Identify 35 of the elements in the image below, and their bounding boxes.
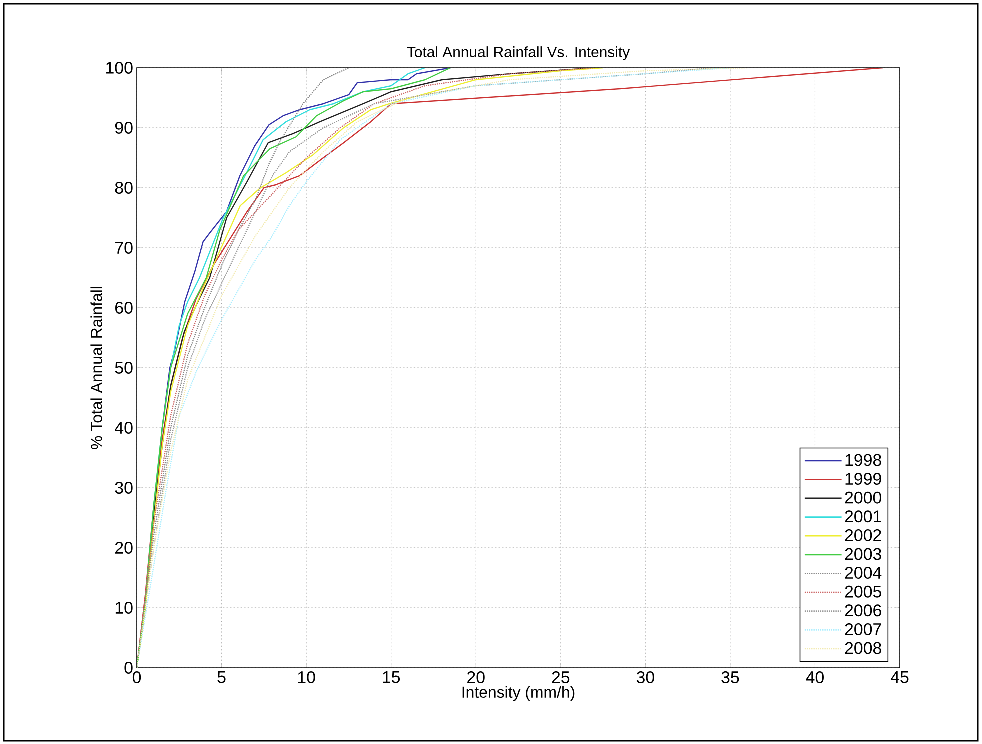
y-tick-label: 70 xyxy=(116,242,133,254)
x-tick-label: 20 xyxy=(468,672,485,684)
legend-label: 2008 xyxy=(845,642,882,654)
y-tick-label: 20 xyxy=(116,542,133,554)
legend-label: 2004 xyxy=(845,567,882,580)
legend-label: 1999 xyxy=(846,473,882,486)
chart-title: Total Annual Rainfall Vs. Intensity xyxy=(407,46,630,60)
y-tick-label: 100 xyxy=(106,62,133,74)
legend-label: 2000 xyxy=(845,492,882,504)
x-tick-label: 0 xyxy=(132,672,142,684)
legend-label: 2001 xyxy=(845,510,882,523)
x-axis-title: Intensity (mm/h) xyxy=(462,686,575,702)
x-tick-label: 30 xyxy=(636,672,654,684)
legend-label: 2006 xyxy=(845,604,882,617)
y-tick-label: 80 xyxy=(115,182,133,194)
legend-label: 2002 xyxy=(845,529,882,542)
y-tick-label: 30 xyxy=(115,482,133,494)
y-tick-label: 0 xyxy=(124,662,133,674)
x-tick-label: 10 xyxy=(298,672,316,684)
legend-label: 2007 xyxy=(845,623,882,636)
y-tick-label: 40 xyxy=(115,422,133,434)
legend-label: 2003 xyxy=(845,548,882,560)
x-tick-label: 5 xyxy=(218,672,226,684)
y-tick-label: 60 xyxy=(116,302,133,314)
y-tick-label: 90 xyxy=(115,122,133,134)
x-tick-label: 25 xyxy=(552,672,570,684)
legend-label: 2005 xyxy=(845,586,882,598)
y-tick-label: 50 xyxy=(115,362,133,374)
legend-label: 1998 xyxy=(846,454,882,466)
x-tick-label: 45 xyxy=(890,672,909,684)
y-axis-title: % Total Annual Rainfall xyxy=(90,287,102,450)
x-tick-label: 15 xyxy=(383,672,400,684)
x-tick-label: 35 xyxy=(722,672,740,684)
x-tick-label: 40 xyxy=(806,672,824,684)
y-tick-label: 10 xyxy=(116,602,133,614)
